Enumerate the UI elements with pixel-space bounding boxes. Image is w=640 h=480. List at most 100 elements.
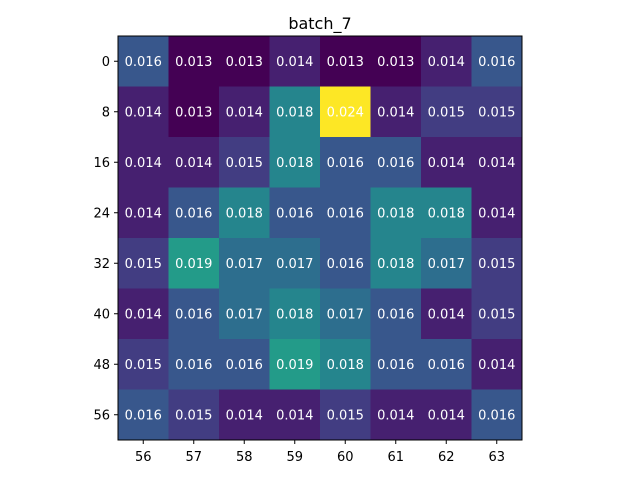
- cell-value-label-r5-c7: 0.015: [478, 307, 515, 322]
- cell-value-label-r2-c6: 0.014: [428, 156, 465, 171]
- cell-value-label-r1-c2: 0.014: [226, 105, 263, 120]
- heatmap-cell-r1-c5: [370, 86, 422, 138]
- cell-value-label-r3-c5: 0.018: [377, 206, 414, 221]
- x-tick-label-5: 61: [387, 450, 404, 465]
- x-tick-label-2: 58: [236, 450, 253, 465]
- heatmap-cell-r2-c6: [421, 137, 472, 188]
- heatmap-cell-labels: 0.016 0.013 0.013 0.014 0.013 0.013 0.014 0.016…: [125, 55, 516, 424]
- heatmap-cell-r2-c3: [269, 137, 321, 188]
- cell-value-label-r2-c5: 0.016: [377, 156, 414, 171]
- heatmap-cell-r1-c6: [421, 86, 472, 138]
- x-tick-label-7: 63: [488, 450, 505, 465]
- cell-value-label-r1-c0: 0.014: [125, 105, 162, 120]
- cell-value-label-r7-c1: 0.015: [175, 408, 212, 423]
- heatmap-cell-r4-c2: [219, 238, 270, 289]
- cell-value-label-r1-c4: 0.024: [327, 105, 364, 120]
- heatmap-cell-r3-c5: [370, 187, 422, 239]
- heatmap-cell-r4-c1: [168, 238, 220, 289]
- heatmap-cell-r6-c1: [168, 339, 220, 390]
- cell-value-label-r7-c5: 0.014: [377, 408, 414, 423]
- y-tick-label-2: 16: [93, 156, 110, 171]
- x-tick-label-0: 56: [135, 450, 152, 465]
- heatmap-cell-r5-c2: [219, 288, 270, 340]
- heatmap-cell-r0-c1: [168, 36, 220, 87]
- cell-value-label-r5-c6: 0.014: [428, 307, 465, 322]
- heatmap-cell-r3-c1: [168, 187, 220, 239]
- cell-value-label-r1-c7: 0.015: [478, 105, 515, 120]
- cell-value-label-r4-c7: 0.015: [478, 257, 515, 272]
- cell-value-label-r6-c2: 0.016: [226, 358, 263, 373]
- cell-value-label-r5-c4: 0.017: [327, 307, 364, 322]
- cell-value-label-r7-c0: 0.016: [125, 408, 162, 423]
- cell-value-label-r4-c5: 0.018: [377, 257, 414, 272]
- x-tick-label-6: 62: [438, 450, 455, 465]
- heatmap-cell-r0-c7: [471, 36, 523, 87]
- heatmap-cell-r4-c6: [421, 238, 472, 289]
- cell-value-label-r5-c5: 0.016: [377, 307, 414, 322]
- y-tick-label-1: 8: [102, 105, 110, 120]
- cell-value-label-r3-c1: 0.016: [175, 206, 212, 221]
- heatmap-cell-r3-c6: [421, 187, 472, 239]
- heatmap-cell-r5-c4: [320, 288, 371, 340]
- heatmap-cell-r4-c5: [370, 238, 422, 289]
- y-tick-label-7: 56: [93, 408, 110, 423]
- cell-value-label-r6-c3: 0.019: [276, 358, 313, 373]
- heatmap-cell-r5-c0: [118, 288, 169, 340]
- heatmap-cell-r6-c0: [118, 339, 169, 390]
- cell-value-label-r1-c3: 0.018: [276, 105, 313, 120]
- cell-value-label-r3-c4: 0.016: [327, 206, 364, 221]
- cell-value-label-r4-c6: 0.017: [428, 257, 465, 272]
- heatmap-cell-r5-c1: [168, 288, 220, 340]
- heatmap-cell-r3-c3: [269, 187, 321, 239]
- heatmap-cell-r1-c7: [471, 86, 523, 138]
- heatmap-cell-r7-c6: [421, 389, 472, 441]
- heatmap-cell-r4-c0: [118, 238, 169, 289]
- cell-value-label-r7-c7: 0.016: [478, 408, 515, 423]
- cell-value-label-r2-c3: 0.018: [276, 156, 313, 171]
- cell-value-label-r0-c4: 0.013: [327, 55, 364, 70]
- heatmap-cell-r6-c6: [421, 339, 472, 390]
- cell-value-label-r2-c7: 0.014: [478, 156, 515, 171]
- heatmap-cell-r0-c6: [421, 36, 472, 87]
- cell-value-label-r6-c1: 0.016: [175, 358, 212, 373]
- y-axis-ticks: 0 8 16 24 32 40 48 56: [93, 55, 118, 423]
- cell-value-label-r4-c2: 0.017: [226, 257, 263, 272]
- x-tick-label-4: 60: [337, 450, 354, 465]
- cell-value-label-r4-c0: 0.015: [125, 257, 162, 272]
- heatmap-cell-r5-c7: [471, 288, 523, 340]
- cell-value-label-r6-c0: 0.015: [125, 358, 162, 373]
- heatmap-cell-r6-c7: [471, 339, 523, 390]
- cell-value-label-r7-c3: 0.014: [276, 408, 313, 423]
- heatmap-cell-r7-c5: [370, 389, 422, 441]
- heatmap-cell-r3-c2: [219, 187, 270, 239]
- cell-value-label-r2-c4: 0.016: [327, 156, 364, 171]
- heatmap-cell-r7-c7: [471, 389, 523, 441]
- cell-value-label-r7-c4: 0.015: [327, 408, 364, 423]
- cell-value-label-r4-c3: 0.017: [276, 257, 313, 272]
- cell-value-label-r0-c7: 0.016: [478, 55, 515, 70]
- cell-value-label-r0-c2: 0.013: [226, 55, 263, 70]
- heatmap-cell-r5-c6: [421, 288, 472, 340]
- heatmap-cell-r6-c5: [370, 339, 422, 390]
- cell-value-label-r1-c6: 0.015: [428, 105, 465, 120]
- y-tick-label-5: 40: [93, 307, 110, 322]
- cell-value-label-r5-c3: 0.018: [276, 307, 313, 322]
- heatmap-cells: [118, 36, 523, 441]
- cell-value-label-r0-c3: 0.014: [276, 55, 313, 70]
- x-tick-label-1: 57: [185, 450, 202, 465]
- heatmap-cell-r3-c4: [320, 187, 371, 239]
- chart-title: batch_7: [288, 14, 351, 34]
- heatmap-cell-r4-c3: [269, 238, 321, 289]
- heatmap-cell-r5-c3: [269, 288, 321, 340]
- x-axis-ticks: 56 57 58 59 60 61 62 63: [135, 440, 505, 465]
- heatmap-cell-r7-c4: [320, 389, 371, 441]
- heatmap-cell-r5-c5: [370, 288, 422, 340]
- heatmap-cell-r7-c1: [168, 389, 220, 441]
- cell-value-label-r5-c1: 0.016: [175, 307, 212, 322]
- cell-value-label-r6-c7: 0.014: [478, 358, 515, 373]
- cell-value-label-r4-c4: 0.016: [327, 257, 364, 272]
- heatmap-cell-r1-c0: [118, 86, 169, 138]
- heatmap-cell-r6-c2: [219, 339, 270, 390]
- x-tick-label-3: 59: [286, 450, 303, 465]
- heatmap-cell-r2-c2: [219, 137, 270, 188]
